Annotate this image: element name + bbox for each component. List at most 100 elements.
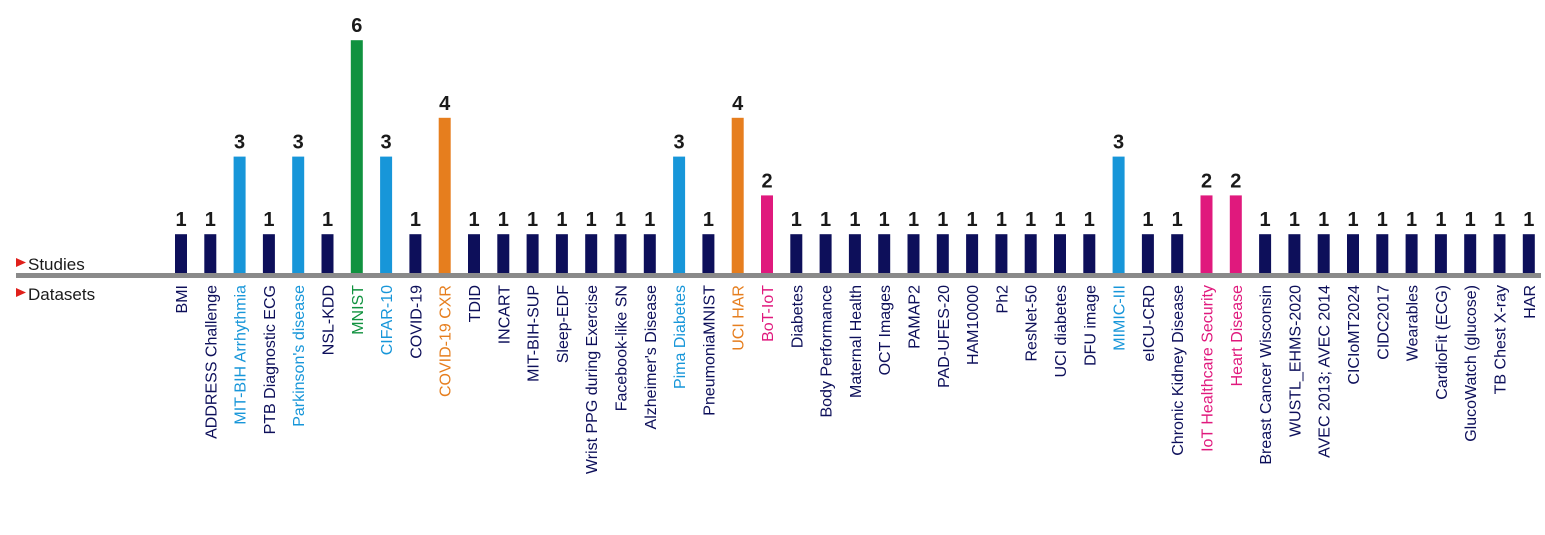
bar (1493, 234, 1506, 273)
bar (438, 117, 451, 273)
category-tick-label: Body Performance (819, 285, 836, 418)
category-tick-label: COVID-19 (408, 285, 425, 359)
category-tick-label: PAD-UFES-20 (936, 285, 953, 388)
category-tick-label: OCT Images (877, 285, 894, 375)
category-tick-label: NSL-KDD (321, 285, 338, 355)
category-tick-label: CIFAR-10 (379, 285, 396, 355)
bar-value-label: 1 (908, 209, 919, 231)
category-tick-label: WUSTL_EHMS-2020 (1287, 285, 1304, 437)
category-tick-label: ADDRESS Challenge (203, 285, 220, 439)
category-tick-label: Alzheimer's Disease (643, 285, 660, 430)
category-tick-label: INCART (496, 285, 513, 344)
bar (878, 234, 891, 273)
bar (262, 234, 275, 273)
category-tick-label: Pima Diabetes (672, 285, 689, 389)
category-tick-label: PTB Diagnostic ECG (262, 285, 279, 434)
category-tick-label: CIDC2017 (1375, 285, 1392, 360)
category-tick-label: ResNet-50 (1024, 285, 1041, 362)
bar-value-label: 1 (1289, 209, 1300, 231)
bar (350, 40, 363, 274)
category-tick-label: Facebook-like SN (614, 285, 631, 411)
category-tick-label: TDID (467, 285, 484, 322)
bar-value-label: 4 (439, 93, 451, 115)
bar-value-label: 1 (263, 209, 274, 231)
bar (702, 234, 715, 273)
bar-value-label: 1 (1523, 209, 1534, 231)
bar-value-label: 1 (1025, 209, 1036, 231)
bar (1171, 234, 1184, 273)
category-tick-label: Heart Disease (1229, 285, 1246, 386)
bar-value-label: 1 (1260, 209, 1271, 231)
bar-value-label: 1 (1494, 209, 1505, 231)
bar (1259, 234, 1272, 273)
bar (1112, 156, 1125, 273)
bar (936, 234, 949, 273)
bar-value-label: 1 (1406, 209, 1417, 231)
bar (292, 156, 305, 273)
category-tick-label: eICU-CRD (1141, 285, 1158, 361)
category-tick-label: UCI diabetes (1053, 285, 1070, 378)
bar (555, 234, 568, 273)
bar (175, 234, 187, 273)
bar-value-label: 6 (351, 15, 362, 37)
bar-value-label: 1 (1465, 209, 1476, 231)
bar-value-label: 4 (732, 93, 744, 115)
bar-value-label: 3 (381, 132, 392, 154)
category-tick-label: CICIoMT2024 (1346, 285, 1363, 385)
bar (907, 234, 920, 273)
bar-value-label: 3 (674, 132, 685, 154)
studies-marker-icon (16, 258, 26, 267)
bar (1317, 234, 1330, 273)
category-labels: BMI ADDRESS Challenge MIT-BIH Arrhythmia PT… (174, 285, 1539, 474)
category-tick-label: Ph2 (994, 285, 1011, 314)
bar-value-label: 1 (1377, 209, 1388, 231)
bar (1229, 195, 1242, 273)
bar (1464, 234, 1477, 273)
bar (1200, 195, 1213, 273)
bar-value-label: 1 (937, 209, 948, 231)
datasets-row-label: Datasets (28, 285, 95, 304)
bar (731, 117, 744, 273)
category-tick-label: PAMAP2 (907, 285, 924, 349)
bar-value-label: 1 (820, 209, 831, 231)
category-tick-label: TB Chest X-ray (1493, 285, 1510, 394)
category-tick-label: BMI (174, 285, 191, 313)
bar-value-label: 3 (234, 132, 245, 154)
bar (497, 234, 510, 273)
category-tick-label: MIMIC-III (1112, 285, 1129, 351)
category-tick-label: Diabetes (789, 285, 806, 348)
bar (526, 234, 539, 273)
category-tick-label: DFU image (1082, 285, 1099, 366)
bar (819, 234, 832, 273)
category-tick-label: HAM10000 (965, 285, 982, 365)
category-tick-label: CardioFit (ECG) (1434, 285, 1451, 400)
bar-value-label: 1 (967, 209, 978, 231)
category-tick-label: Parkinson's disease (291, 285, 308, 427)
category-tick-label: COVID-19 CXR (438, 285, 455, 397)
category-tick-label: GlucoWatch (glucose) (1463, 285, 1480, 442)
bar (1347, 234, 1359, 273)
bar-value-label: 1 (1172, 209, 1183, 231)
bar-value-label: 1 (1435, 209, 1446, 231)
bar-value-label: 1 (615, 209, 626, 231)
bar-value-label: 1 (205, 209, 216, 231)
category-tick-label: Breast Cancer Wisconsin (1258, 285, 1275, 465)
bar-value-label: 1 (849, 209, 860, 231)
bar (1434, 234, 1447, 273)
bar-value-label: 1 (468, 209, 479, 231)
bar-value-label: 1 (175, 209, 186, 231)
bar (1522, 234, 1535, 273)
bar-value-label: 3 (1113, 132, 1124, 154)
category-tick-label: AVEC 2013; AVEC 2014 (1317, 285, 1334, 458)
bar (673, 156, 686, 273)
bar-value-label: 1 (322, 209, 333, 231)
category-tick-label: HAR (1522, 285, 1539, 319)
bar (1405, 234, 1418, 273)
bar-value-label: 1 (996, 209, 1007, 231)
bar (761, 195, 773, 273)
bar (643, 234, 656, 273)
category-tick-label: UCI HAR (731, 285, 748, 351)
category-tick-label: BoT-IoT (760, 285, 777, 342)
